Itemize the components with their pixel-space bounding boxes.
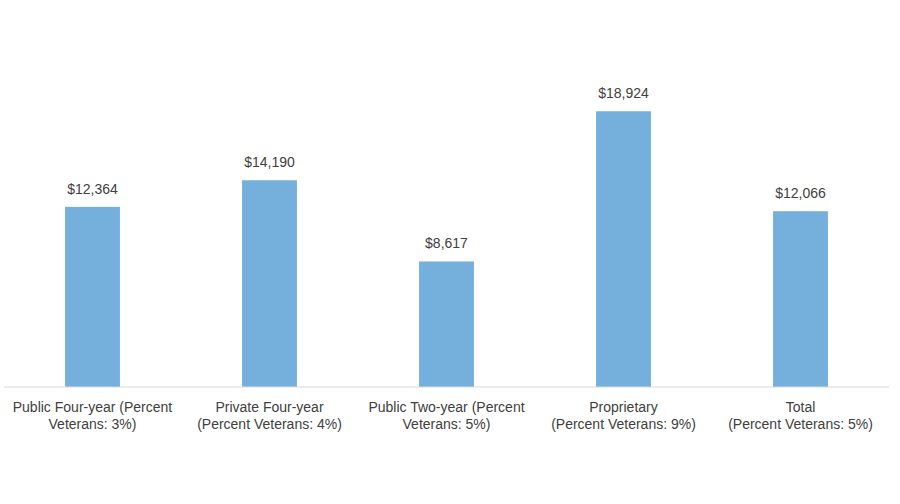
chart-root: $12,364 $14,190 $8,617 $18,924 $12,066 Public… xyxy=(0,0,900,504)
x-tick-label: Private Four-year (Percent Veterans: 4%) xyxy=(182,399,358,433)
data-label: $12,066 xyxy=(775,185,826,201)
bar xyxy=(773,211,828,387)
bar xyxy=(419,261,474,387)
data-label: $8,617 xyxy=(425,235,468,251)
x-axis-line xyxy=(4,387,889,388)
bars xyxy=(65,111,828,387)
bar xyxy=(596,111,651,387)
x-tick-label: Public Two-year (Percent Veterans: 5%) xyxy=(359,399,535,433)
data-label: $18,924 xyxy=(598,85,649,101)
bar xyxy=(65,207,120,387)
data-label: $14,190 xyxy=(244,154,295,170)
x-tick-label: Proprietary (Percent Veterans: 9%) xyxy=(536,399,712,433)
data-label: $12,364 xyxy=(67,181,118,197)
x-tick-label: Public Four-year (Percent Veterans: 3%) xyxy=(5,399,181,433)
bar xyxy=(242,180,297,387)
x-tick-label: Total (Percent Veterans: 5%) xyxy=(713,399,889,433)
